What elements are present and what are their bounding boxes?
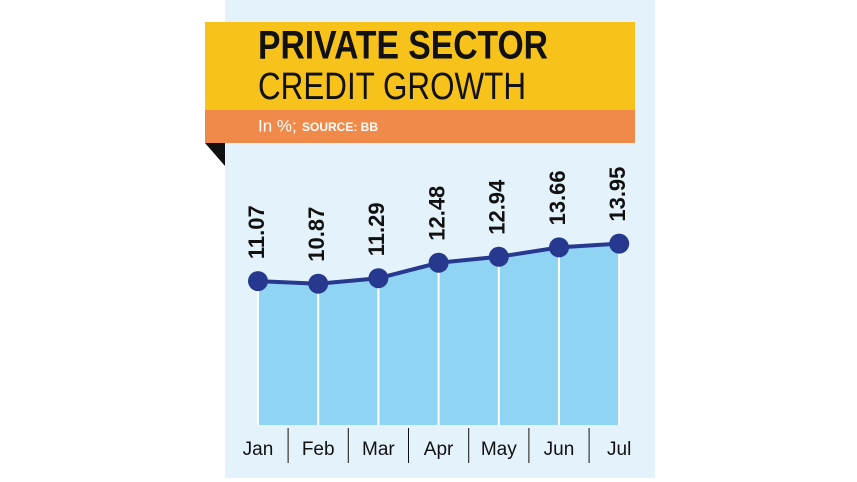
value-label: 11.29 xyxy=(364,202,389,256)
value-label: 12.94 xyxy=(485,179,510,235)
chart-subtitle: CREDIT GROWTH xyxy=(258,66,526,108)
point xyxy=(428,252,449,273)
x-tick-label: May xyxy=(481,439,517,460)
title-box xyxy=(205,22,635,110)
x-tick-label: Mar xyxy=(362,439,395,460)
unit-note: In %; xyxy=(258,116,297,135)
subtitle-box xyxy=(205,110,635,143)
value-label: 11.07 xyxy=(244,205,269,259)
x-tick-label: Jan xyxy=(243,439,274,460)
value-label: 10.87 xyxy=(304,207,329,262)
point xyxy=(308,273,329,294)
point xyxy=(549,237,569,258)
fold xyxy=(205,143,225,166)
value-label: 13.66 xyxy=(545,170,570,225)
source: SOURCE: BB xyxy=(302,120,378,134)
x-tick-label: Feb xyxy=(302,439,335,460)
x-tick-label: Apr xyxy=(424,439,454,460)
point xyxy=(368,268,389,289)
value-label: 13.95 xyxy=(605,167,630,222)
x-tick-label: Jun xyxy=(544,439,575,460)
x-tick-label: Jul xyxy=(607,439,631,460)
point xyxy=(488,246,509,267)
point xyxy=(609,233,630,254)
value-label: 12.48 xyxy=(424,186,449,241)
chart-title: PRIVATE SECTOR xyxy=(258,24,548,68)
point xyxy=(248,271,268,292)
